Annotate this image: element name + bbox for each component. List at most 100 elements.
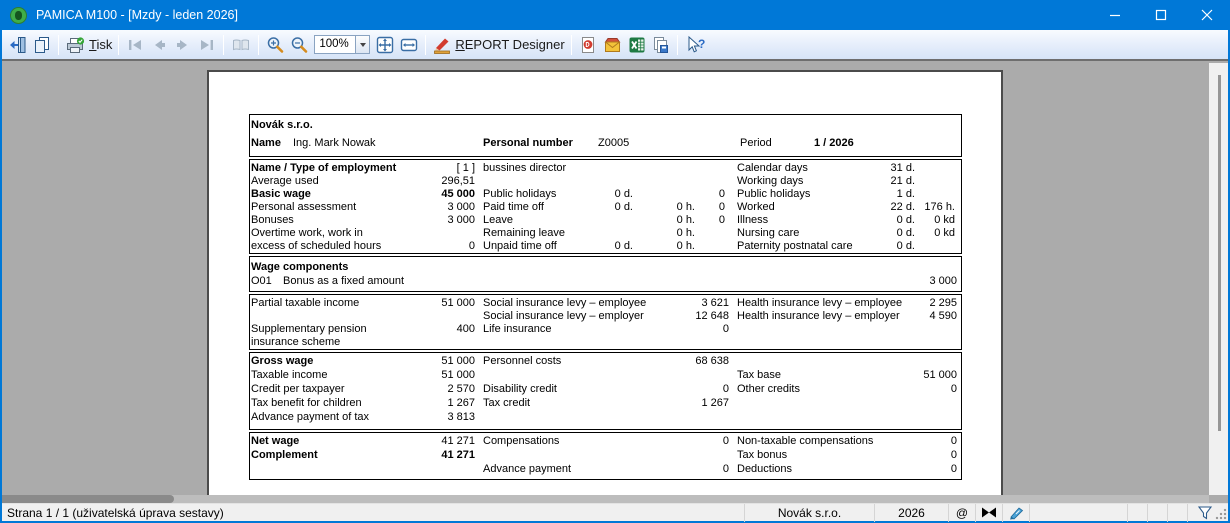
toolbar-separator [258, 34, 260, 55]
previous-page-button[interactable] [147, 33, 171, 57]
report-cell: Net wage [251, 435, 300, 447]
export-pdf-button[interactable] [576, 33, 600, 57]
table-row: Gross wage 51 000 Personnel costs 68 638 [250, 355, 961, 369]
report-cell: Gross wage [251, 355, 314, 367]
print-button[interactable]: Tisk [63, 33, 114, 57]
exit-preview-button[interactable] [6, 33, 30, 57]
report-cell: Average used [251, 175, 319, 187]
chevron-down-icon [359, 42, 366, 47]
report-cell: Basic wage [251, 188, 311, 200]
report-cell: 3 000 [929, 275, 957, 287]
toolbar-separator [425, 34, 427, 55]
next-page-button[interactable] [171, 33, 195, 57]
report-cell: 31 d. [890, 162, 915, 174]
employment-box: Name / Type of employment [ 1 ] bussines… [249, 159, 962, 254]
report-cell: O01 [251, 275, 272, 287]
maximize-button[interactable] [1138, 0, 1184, 30]
report-cell: excess of scheduled hours [251, 240, 382, 252]
report-cell: 0 [718, 201, 725, 213]
report-cell: 400 [456, 323, 475, 335]
two-page-view-icon [233, 39, 250, 50]
company-name: Novák s.r.o. [251, 119, 313, 131]
report-cell: 68 638 [695, 355, 729, 367]
zoom-level-dropdown-button[interactable] [356, 35, 371, 54]
last-page-button[interactable] [195, 33, 219, 57]
report-cell: Compensations [483, 435, 560, 447]
fit-page-button[interactable] [373, 33, 397, 57]
table-row: Social insurance levy – employer 12 648 … [250, 310, 961, 323]
status-empty-cell [1128, 503, 1148, 522]
report-cell: Name / Type of employment [251, 162, 397, 174]
report-cell: 0 [950, 449, 957, 461]
report-cell: 3 621 [701, 297, 729, 309]
horizontal-scrollbar-thumb[interactable] [2, 495, 174, 503]
filter-indicator[interactable] [1188, 504, 1222, 522]
table-row: Name / Type of employment [ 1 ] bussines… [250, 162, 961, 175]
zoom-out-icon [292, 36, 308, 53]
report-cell: 0 h. [676, 201, 695, 213]
report-cell: Supplementary pension [251, 323, 367, 335]
pen-indicator[interactable] [1003, 503, 1030, 522]
report-cell: Bonus as a fixed amount [283, 275, 405, 287]
report-cell: Social insurance levy – employer [483, 310, 644, 322]
close-button[interactable] [1184, 0, 1230, 30]
report-cell: 1 267 [447, 397, 475, 409]
report-designer-icon [434, 38, 451, 54]
zoom-out-button[interactable] [287, 33, 311, 57]
report-cell: 0 [950, 435, 957, 447]
toolbar-separator [676, 34, 678, 55]
fit-width-button[interactable] [397, 33, 421, 57]
report-cell: Other credits [737, 383, 800, 395]
vertical-scrollbar-thumb[interactable] [1218, 75, 1221, 431]
report-cell: 12 648 [695, 310, 729, 322]
vertical-scrollbar[interactable] [1209, 63, 1228, 495]
net-wage-box: Net wage 41 271 Compensations 0 Non-taxa… [249, 432, 962, 480]
table-row: Taxable income 51 000 Tax base 51 000 [250, 369, 961, 383]
report-cell: 45 000 [441, 188, 475, 200]
table-row: Partial taxable income 51 000 Social ins… [250, 297, 961, 310]
report-cell: Advance payment [483, 463, 572, 475]
minimize-button[interactable] [1092, 0, 1138, 30]
copy-pages-button[interactable] [30, 33, 54, 57]
report-cell: Health insurance levy – employee [737, 297, 903, 309]
report-cell: 2 295 [929, 297, 957, 309]
fit-page-icon [377, 36, 394, 53]
close-icon [1201, 9, 1213, 21]
table-row: Complement 41 271 Tax bonus 0 [250, 449, 961, 463]
report-cell: Partial taxable income [251, 297, 360, 309]
two-page-view-button[interactable] [228, 33, 254, 57]
report-cell: Tax bonus [737, 449, 788, 461]
zoom-level-combo[interactable]: 100% [314, 35, 371, 54]
first-page-button[interactable] [123, 33, 147, 57]
status-year: 2026 [875, 503, 949, 522]
copy-to-clipboard-button[interactable] [649, 33, 673, 57]
data-exchange-indicator[interactable] [976, 503, 1003, 522]
title-bar[interactable]: PAMICA M100 - [Mzdy - leden 2026] [0, 0, 1230, 30]
toolbar-separator [223, 34, 225, 55]
report-cell: 0 d. [896, 227, 915, 239]
resize-grip[interactable] [1215, 508, 1227, 520]
table-row: Advance payment of tax 3 813 [250, 411, 961, 425]
report-cell: Calendar days [737, 162, 808, 174]
zoom-level-value[interactable]: 100% [314, 35, 357, 54]
report-cell: 0 [722, 435, 729, 447]
table-row: Tax benefit for children 1 267 Tax credi… [250, 397, 961, 411]
report-cell: 0 d. [614, 188, 633, 200]
send-email-button[interactable] [600, 33, 625, 57]
help-pointer-button[interactable]: ? [682, 33, 708, 57]
report-cell: Tax base [737, 369, 782, 381]
report-cell: 0 h. [676, 214, 695, 226]
report-cell: 41 271 [441, 435, 475, 447]
status-page-info: Strana 1 / 1 (uživatelská úprava sestavy… [2, 503, 745, 522]
horizontal-scrollbar[interactable] [2, 495, 1209, 503]
report-cell: Bonuses [251, 214, 294, 226]
export-excel-button[interactable] [625, 33, 649, 57]
status-bar: Strana 1 / 1 (uživatelská úprava sestavy… [2, 503, 1228, 522]
preview-area: Novák s.r.o. Name Ing. Mark Nowak Person… [2, 59, 1228, 503]
zoom-in-icon [268, 36, 284, 53]
window-title: PAMICA M100 - [Mzdy - leden 2026] [36, 8, 238, 22]
report-cell: 51 000 [441, 355, 475, 367]
report-designer-button[interactable]: REPORT Designer [430, 33, 566, 57]
zoom-in-button[interactable] [263, 33, 287, 57]
